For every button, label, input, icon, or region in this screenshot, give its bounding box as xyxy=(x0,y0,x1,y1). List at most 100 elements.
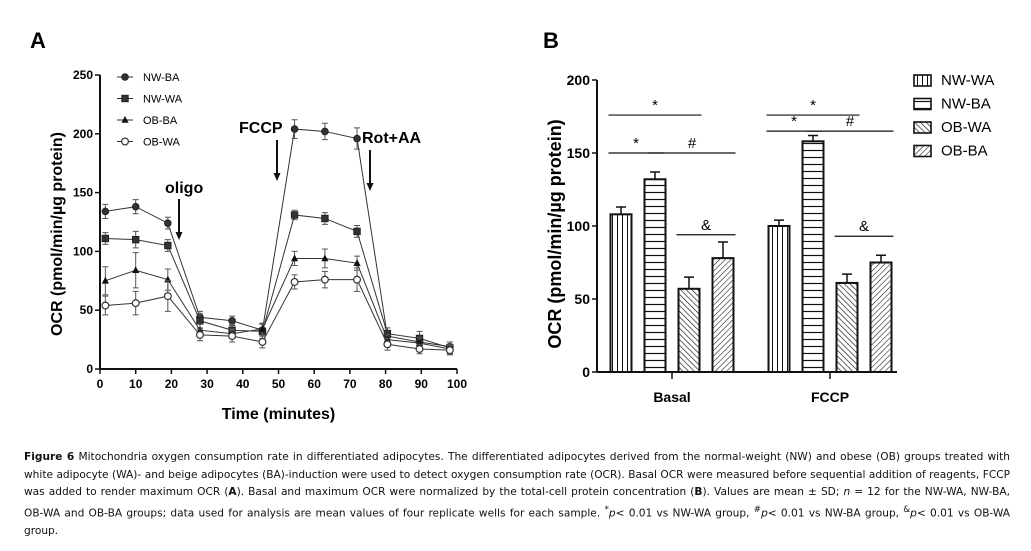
legend-swatch xyxy=(913,74,932,87)
data-point xyxy=(132,235,140,244)
chart-b-y-tick-label: 200 xyxy=(567,72,591,88)
caption-text-3: ). Values are mean ± SD; xyxy=(702,486,844,499)
legend-swatch xyxy=(913,121,932,134)
significance-symbol: & xyxy=(701,217,711,234)
legend-marker xyxy=(121,94,129,103)
bar-group-fccp xyxy=(767,134,893,373)
data-point xyxy=(321,127,329,136)
data-point xyxy=(290,277,299,286)
data-point xyxy=(445,346,454,355)
data-point xyxy=(353,134,361,143)
significance-symbol: & xyxy=(859,218,869,235)
error-bar xyxy=(842,273,852,283)
significance-star-basal: * xyxy=(608,97,702,116)
annotation-fccp: FCCP xyxy=(239,120,283,181)
series-line-nw-wa xyxy=(105,214,451,349)
chart-a-x-tick-label: 80 xyxy=(379,377,393,391)
data-point xyxy=(290,125,299,133)
caption-ref-b: B xyxy=(694,486,703,499)
chart-a-x-tick-label: 50 xyxy=(272,377,286,391)
data-point xyxy=(290,211,299,219)
caption-n: n xyxy=(843,486,851,499)
data-point xyxy=(258,325,267,332)
chart-a-x-tick-label: 100 xyxy=(447,377,467,391)
chart-b-y-axis-label: OCR (pmol/min/µg protein) xyxy=(545,119,565,348)
legend-swatch xyxy=(913,144,932,158)
arrow-down-icon xyxy=(175,232,183,240)
bar-ob-wa-fccp xyxy=(835,281,859,373)
chart-b-x-tick-label: Basal xyxy=(653,389,690,405)
legend-item-ob-ba: OB-BA xyxy=(913,143,988,160)
chart-b-y-tick-label: 100 xyxy=(567,218,591,234)
chart-a-x-axis-label: Time (minutes) xyxy=(222,406,336,423)
annotation-label: Rot+AA xyxy=(362,130,422,147)
caption-sup-amp: & xyxy=(903,504,911,515)
chart-b-x-tick-label: FCCP xyxy=(811,389,849,405)
error-bar xyxy=(774,219,784,226)
data-point xyxy=(320,275,329,284)
legend-item-ob-wa: OB-WA xyxy=(117,137,181,149)
chart-a-y-axis-label: OCR (pmol/min/µg protein) xyxy=(49,132,66,336)
figure-caption: Figure 6 Mitochondria oxygen consumption… xyxy=(24,449,1010,541)
figure: A B 0 50 100 150 200 250 0 10 20 30 40 50 60 70 80 90 10… xyxy=(30,28,994,423)
chart-a-y-tick-label: 50 xyxy=(80,303,94,317)
chart-a-x-tick-label: 70 xyxy=(343,377,357,391)
legend-item-nw-ba: NW-BA xyxy=(117,72,180,84)
error-bar xyxy=(876,254,886,263)
bar-ob-ba-basal xyxy=(711,257,735,373)
chart-a-y-tick-label: 150 xyxy=(73,186,93,200)
legend-label: NW-WA xyxy=(941,72,994,89)
legend-item-nw-ba: NW-BA xyxy=(913,96,991,113)
data-point xyxy=(321,254,329,262)
arrow-down-icon xyxy=(366,183,374,191)
annotation-label: FCCP xyxy=(239,120,283,137)
caption-p-3: p xyxy=(910,507,917,520)
significance-hash-fccp: # xyxy=(806,113,894,132)
chart-a-x-tick-label: 40 xyxy=(236,377,250,391)
legend-label: OB-WA xyxy=(143,137,181,149)
legend-marker xyxy=(121,116,129,123)
data-point xyxy=(353,227,361,236)
chart-a-x-tick-label: 30 xyxy=(200,377,214,391)
data-point xyxy=(164,241,172,250)
panel-b-letter: B xyxy=(543,28,559,53)
legend-label: OB-BA xyxy=(143,115,178,127)
data-point xyxy=(353,275,362,284)
chart-a-y-tick-label: 100 xyxy=(73,244,93,258)
legend-item-nw-wa: NW-WA xyxy=(913,72,994,89)
chart-a-x-tick-label: 10 xyxy=(129,377,143,391)
bar-nw-wa-fccp xyxy=(767,225,791,373)
series-line-nw-ba xyxy=(105,128,450,348)
caption-text-5: < 0.01 vs NW-WA group, xyxy=(615,507,754,520)
bar-group-basal xyxy=(609,171,735,373)
data-point xyxy=(415,345,424,354)
data-point xyxy=(383,340,392,349)
chart-b-y-tick-label: 0 xyxy=(582,364,590,380)
caption-ref-a: A xyxy=(228,486,237,499)
caption-p-1: p xyxy=(608,507,616,520)
arrow-down-icon xyxy=(273,173,281,181)
data-point xyxy=(131,299,140,308)
caption-text-7: < 0.01 vs OB-WA group. xyxy=(24,507,1010,537)
bar-ob-wa-basal xyxy=(677,287,701,373)
annotation-oligo: oligo xyxy=(165,180,203,240)
legend-label: NW-BA xyxy=(941,96,991,113)
legend-label: OB-BA xyxy=(941,143,988,160)
caption-text-2: ). Basal and maximum OCR were normalized… xyxy=(236,486,695,499)
legend-label: NW-WA xyxy=(143,94,183,106)
error-bar xyxy=(650,171,660,180)
significance-amp-basal: & xyxy=(676,217,736,236)
significance-symbol: * xyxy=(652,97,658,114)
series-line-ob-wa xyxy=(105,279,450,351)
legend-item-ob-ba: OB-BA xyxy=(117,115,178,127)
data-point xyxy=(321,214,329,223)
chart-a-x-tick-label: 0 xyxy=(97,377,104,391)
bar-nw-ba-basal xyxy=(643,178,667,373)
data-point xyxy=(228,332,237,341)
caption-sup-star: * xyxy=(604,504,609,515)
data-point xyxy=(164,219,172,227)
chart-a-x-tick-label: 90 xyxy=(415,377,429,391)
data-point xyxy=(195,330,204,339)
data-point xyxy=(258,337,267,346)
legend-marker xyxy=(120,137,129,146)
